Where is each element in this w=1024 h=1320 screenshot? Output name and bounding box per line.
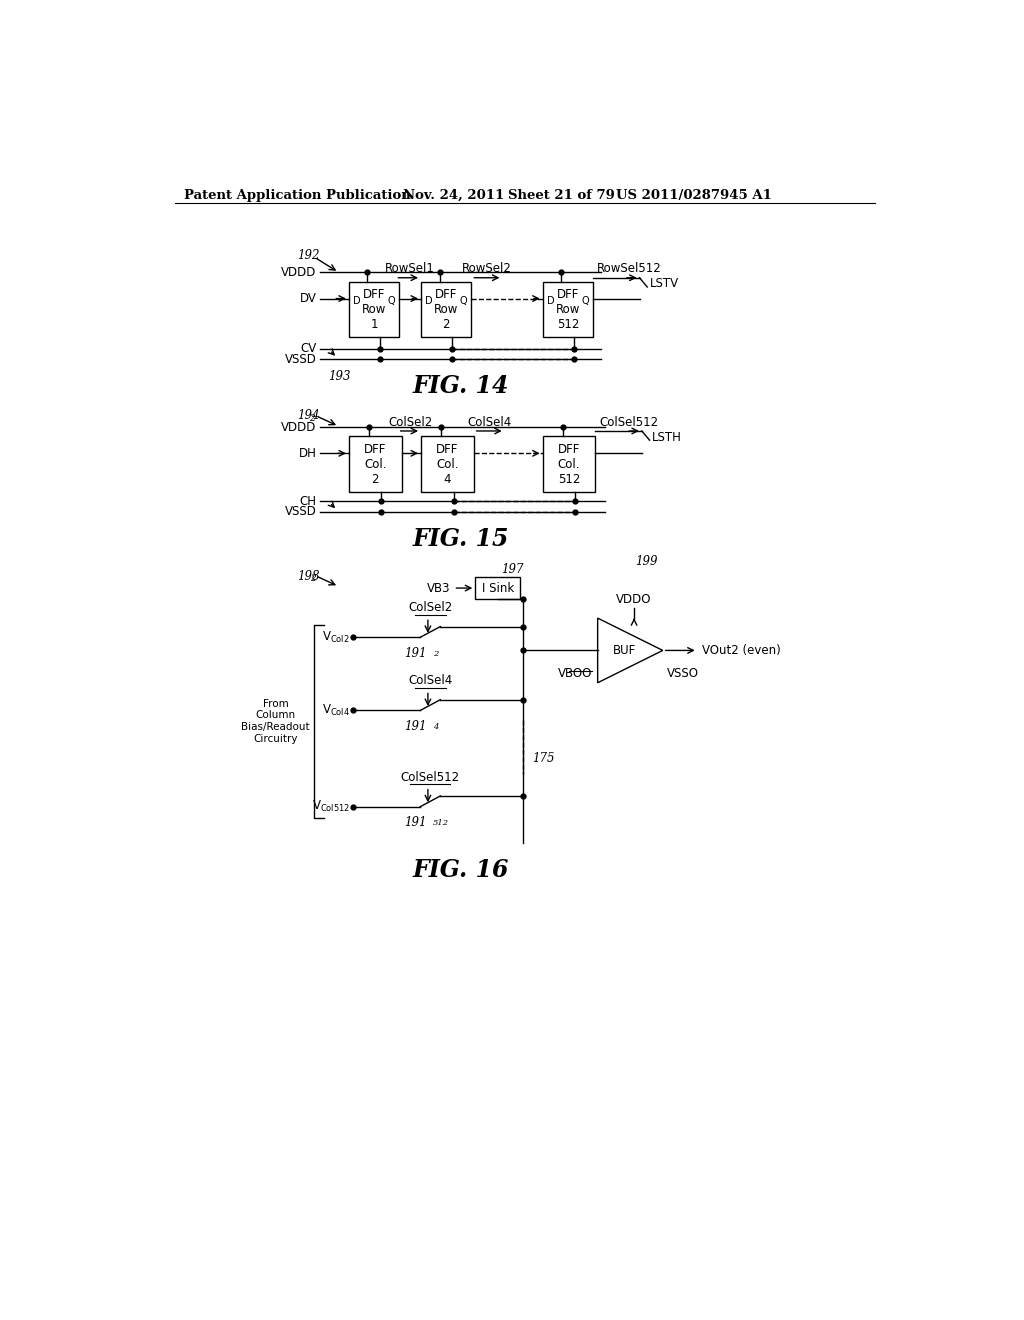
Text: 192: 192 <box>297 249 319 263</box>
Text: FIG. 14: FIG. 14 <box>413 375 510 399</box>
Text: 191: 191 <box>403 816 426 829</box>
Text: VSSO: VSSO <box>667 667 698 680</box>
Text: 194: 194 <box>297 409 319 422</box>
Text: Q: Q <box>388 296 395 306</box>
Text: DFF
Col.
2: DFF Col. 2 <box>364 442 386 486</box>
Text: ColSel2: ColSel2 <box>409 601 453 614</box>
Text: D: D <box>352 296 360 306</box>
Bar <box>349 281 399 337</box>
Text: VSSD: VSSD <box>285 352 316 366</box>
Text: DFF
Row
512: DFF Row 512 <box>556 288 580 331</box>
Text: V$_{\rm Col4}$: V$_{\rm Col4}$ <box>322 704 349 718</box>
Bar <box>543 281 593 337</box>
Text: 191: 191 <box>403 719 426 733</box>
Text: DFF
Col.
4: DFF Col. 4 <box>436 442 459 486</box>
Text: DV: DV <box>299 292 316 305</box>
Text: D: D <box>547 296 554 306</box>
Text: Q: Q <box>460 296 467 306</box>
Text: CV: CV <box>300 342 316 355</box>
Text: RowSel2: RowSel2 <box>462 263 512 276</box>
Text: Q: Q <box>582 296 589 306</box>
Text: 199: 199 <box>636 554 658 568</box>
Bar <box>475 577 520 599</box>
Text: VDDD: VDDD <box>281 421 316 434</box>
Polygon shape <box>598 618 663 682</box>
Text: VBOO: VBOO <box>558 667 592 680</box>
Text: 4: 4 <box>432 723 438 731</box>
Text: LSTH: LSTH <box>652 430 682 444</box>
Text: 193: 193 <box>328 370 350 383</box>
Bar <box>421 437 474 492</box>
Text: DFF
Col.
512: DFF Col. 512 <box>558 442 581 486</box>
Text: BUF: BUF <box>612 644 636 657</box>
Text: Nov. 24, 2011: Nov. 24, 2011 <box>403 189 505 202</box>
Text: LSTV: LSTV <box>649 277 679 290</box>
Text: ColSel2: ColSel2 <box>389 416 433 429</box>
Text: Sheet 21 of 79: Sheet 21 of 79 <box>508 189 614 202</box>
Text: Patent Application Publication: Patent Application Publication <box>183 189 411 202</box>
Text: 191: 191 <box>403 647 426 660</box>
Text: VDDO: VDDO <box>616 593 652 606</box>
Text: 198: 198 <box>297 570 319 582</box>
Text: ColSel512: ColSel512 <box>599 416 658 429</box>
Text: DH: DH <box>298 446 316 459</box>
Text: CH: CH <box>299 495 316 508</box>
Text: 2: 2 <box>310 574 315 583</box>
Text: 2: 2 <box>309 414 315 422</box>
Text: US 2011/0287945 A1: US 2011/0287945 A1 <box>616 189 772 202</box>
Text: ColSel4: ColSel4 <box>467 416 511 429</box>
Text: ColSel4: ColSel4 <box>409 675 453 688</box>
Text: From
Column
Bias/Readout
Circuitry: From Column Bias/Readout Circuitry <box>242 698 310 743</box>
Text: ColSel512: ColSel512 <box>400 771 460 784</box>
Text: VOut2 (even): VOut2 (even) <box>701 644 780 657</box>
Text: RowSel1: RowSel1 <box>385 263 435 276</box>
Text: VSSD: VSSD <box>285 506 316 519</box>
Text: VB3: VB3 <box>427 582 451 594</box>
Text: V$_{\rm Col512}$: V$_{\rm Col512}$ <box>311 799 349 814</box>
Text: 2: 2 <box>432 649 438 657</box>
Text: DFF
Row
1: DFF Row 1 <box>361 288 386 331</box>
Text: FIG. 16: FIG. 16 <box>413 858 510 882</box>
Bar <box>349 437 401 492</box>
Bar <box>543 437 595 492</box>
Text: RowSel512: RowSel512 <box>597 263 662 276</box>
Text: I Sink: I Sink <box>481 582 514 594</box>
Text: 175: 175 <box>532 751 555 764</box>
Text: 197: 197 <box>502 562 524 576</box>
Text: 512: 512 <box>432 818 449 828</box>
Text: V$_{\rm Col2}$: V$_{\rm Col2}$ <box>322 630 349 645</box>
Bar <box>421 281 471 337</box>
Text: DFF
Row
2: DFF Row 2 <box>434 288 459 331</box>
Text: D: D <box>425 296 432 306</box>
Text: FIG. 15: FIG. 15 <box>413 527 510 550</box>
Text: VDDD: VDDD <box>281 265 316 279</box>
